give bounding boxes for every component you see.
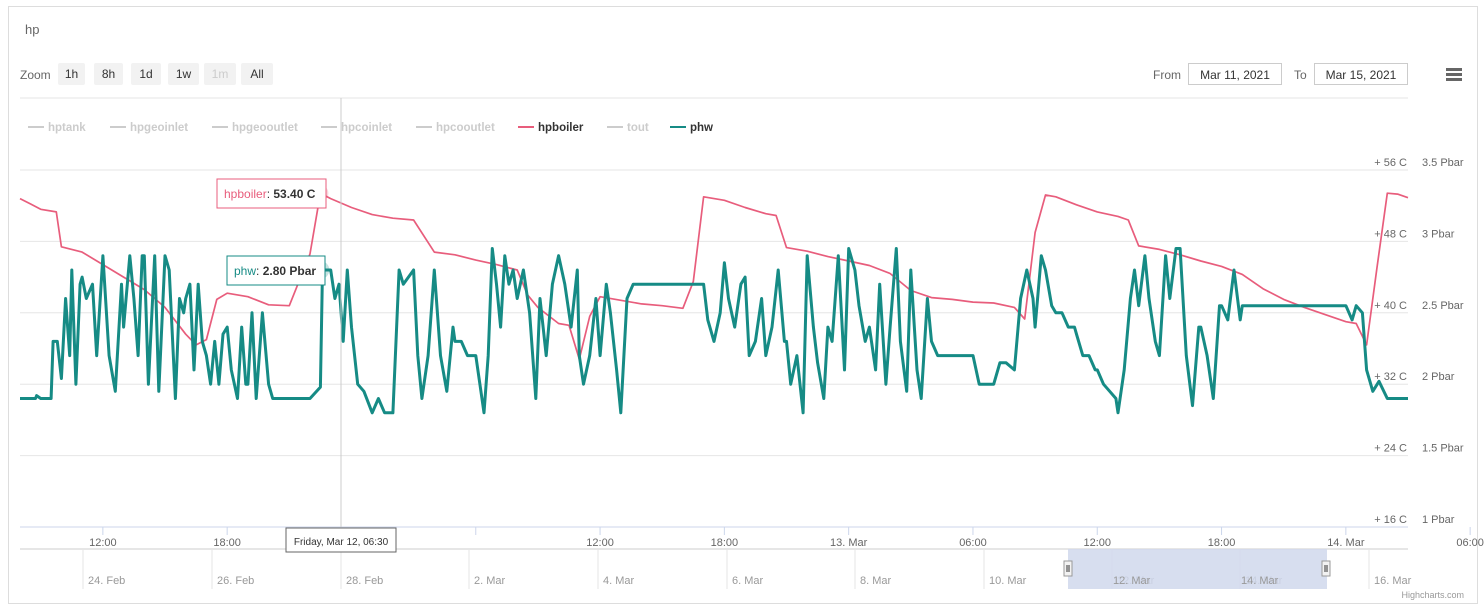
chart-title: hp [25, 22, 40, 37]
zoom-label: Zoom [20, 68, 51, 82]
zoom-8h-button[interactable]: 8h [94, 63, 123, 85]
range-from-label: From [1153, 68, 1181, 82]
zoom-1h-button[interactable]: 1h [58, 63, 85, 85]
hamburger-menu-icon[interactable] [1446, 68, 1462, 82]
range-to-label: To [1294, 68, 1307, 82]
credits: Highcharts.com [1401, 590, 1464, 600]
zoom-1d-button[interactable]: 1d [131, 63, 161, 85]
zoom-all-button[interactable]: All [241, 63, 273, 85]
zoom-1w-button[interactable]: 1w [168, 63, 199, 85]
chart-container [8, 6, 1478, 604]
zoom-1m-button: 1m [204, 63, 236, 85]
range-to-input[interactable]: Mar 15, 2021 [1314, 63, 1408, 85]
range-from-input[interactable]: Mar 11, 2021 [1188, 63, 1282, 85]
